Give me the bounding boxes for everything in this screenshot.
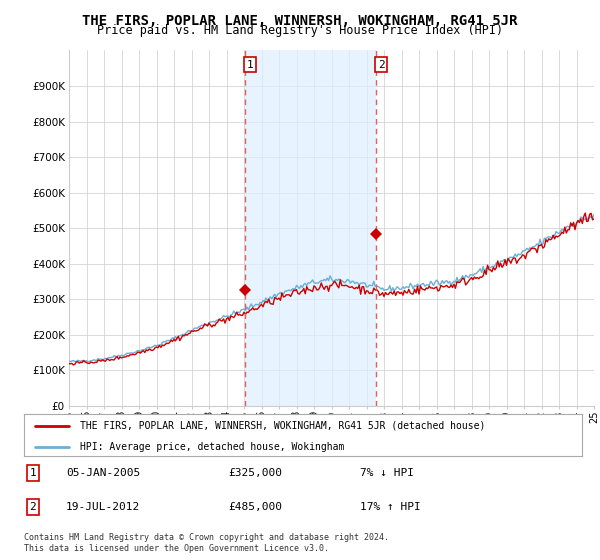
Text: £325,000: £325,000 — [228, 468, 282, 478]
Text: 1: 1 — [29, 468, 37, 478]
Text: Contains HM Land Registry data © Crown copyright and database right 2024.
This d: Contains HM Land Registry data © Crown c… — [24, 533, 389, 553]
Text: THE FIRS, POPLAR LANE, WINNERSH, WOKINGHAM, RG41 5JR (detached house): THE FIRS, POPLAR LANE, WINNERSH, WOKINGH… — [80, 421, 485, 431]
Text: 2: 2 — [378, 59, 385, 69]
Text: 05-JAN-2005: 05-JAN-2005 — [66, 468, 140, 478]
Text: 1: 1 — [247, 59, 253, 69]
Bar — [245, 50, 376, 406]
Text: HPI: Average price, detached house, Wokingham: HPI: Average price, detached house, Woki… — [80, 442, 344, 452]
Text: 17% ↑ HPI: 17% ↑ HPI — [360, 502, 421, 512]
Text: 7% ↓ HPI: 7% ↓ HPI — [360, 468, 414, 478]
Text: 2: 2 — [29, 502, 37, 512]
Text: £485,000: £485,000 — [228, 502, 282, 512]
Text: THE FIRS, POPLAR LANE, WINNERSH, WOKINGHAM, RG41 5JR: THE FIRS, POPLAR LANE, WINNERSH, WOKINGH… — [82, 14, 518, 28]
Text: Price paid vs. HM Land Registry's House Price Index (HPI): Price paid vs. HM Land Registry's House … — [97, 24, 503, 36]
Text: 19-JUL-2012: 19-JUL-2012 — [66, 502, 140, 512]
